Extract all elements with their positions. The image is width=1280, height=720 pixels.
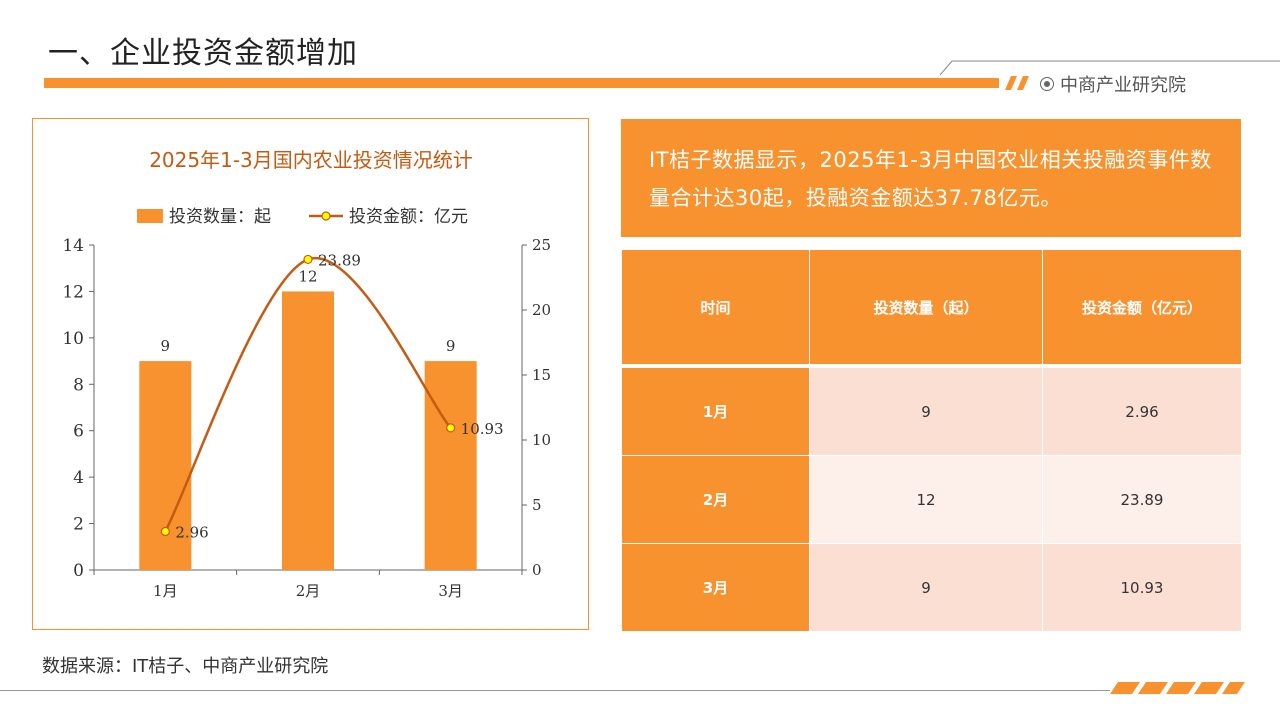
y-left-tick-label: 8 xyxy=(73,375,84,395)
cell-month: 3月 xyxy=(621,543,810,632)
y-right-tick-label: 25 xyxy=(532,236,551,254)
cell-month: 2月 xyxy=(621,455,810,544)
line-data-label: 2.96 xyxy=(175,524,208,542)
table-header-row: 时间 投资数量（起） 投资金额（亿元） xyxy=(621,249,1242,365)
header-time: 时间 xyxy=(621,249,810,365)
bar-data-label: 12 xyxy=(298,267,317,285)
line-point xyxy=(160,526,170,537)
y-right-tick-label: 10 xyxy=(532,431,551,449)
y-left-tick-label: 4 xyxy=(73,468,84,488)
target-icon xyxy=(1040,77,1054,91)
brand-label: 中商产业研究院 xyxy=(1040,70,1186,98)
bar xyxy=(282,291,334,570)
brand-name: 中商产业研究院 xyxy=(1060,75,1186,96)
cell-count: 9 xyxy=(809,367,1043,456)
legend-swatch-marker xyxy=(321,211,331,221)
line-data-label: 10.93 xyxy=(461,420,504,438)
y-left-tick-label: 10 xyxy=(62,329,84,349)
x-tick-label: 1月 xyxy=(153,582,178,600)
legend-label-bar: 投资数量：起 xyxy=(169,207,271,227)
table-row: 3月 9 10.93 xyxy=(621,543,1242,632)
y-left-tick-label: 12 xyxy=(62,282,84,302)
chart-panel: 2025年1-3月国内农业投资情况统计投资数量：起 投资金额：亿元 0 2 4 6 8 10 1… xyxy=(32,118,589,630)
line-data-label: 23.89 xyxy=(318,251,361,269)
bar-data-label: 9 xyxy=(446,337,456,355)
cell-amount: 2.96 xyxy=(1042,367,1242,456)
title-stripes xyxy=(1005,76,1029,90)
legend-label-line: 投资金额：亿元 xyxy=(349,207,468,227)
page-title: 一、企业投资金额增加 xyxy=(48,36,358,71)
x-tick-label: 2月 xyxy=(296,582,321,600)
line-point xyxy=(446,423,456,433)
footer-stripes xyxy=(1110,682,1245,694)
table-row: 2月 12 23.89 xyxy=(621,455,1242,544)
bar xyxy=(424,361,477,570)
legend-swatch-bar xyxy=(137,209,163,223)
header-rule xyxy=(940,60,1280,76)
line-point xyxy=(303,254,313,265)
table-row: 1月 9 2.96 xyxy=(621,367,1242,456)
summary-box: IT桔子数据显示，2025年1-3月中国农业相关投融资事件数量合计达30起，投融… xyxy=(621,119,1241,237)
y-left-tick-label: 14 xyxy=(62,236,84,256)
y-right-tick-label: 20 xyxy=(532,301,551,319)
y-left-tick-label: 6 xyxy=(73,422,84,442)
cell-count: 9 xyxy=(809,543,1043,632)
chart-title: 2025年1-3月国内农业投资情况统计 xyxy=(149,148,473,172)
y-left-tick-label: 2 xyxy=(73,515,84,535)
cell-count: 12 xyxy=(809,455,1043,544)
cell-amount: 10.93 xyxy=(1042,543,1242,632)
cell-amount: 23.89 xyxy=(1042,455,1242,544)
cell-month: 1月 xyxy=(621,367,810,456)
x-tick-label: 3月 xyxy=(438,582,463,600)
header-amount: 投资金额（亿元） xyxy=(1042,249,1242,365)
y-right-tick-label: 15 xyxy=(532,366,551,384)
source-note: 数据来源：IT桔子、中商产业研究院 xyxy=(42,656,329,677)
bar-data-label: 9 xyxy=(161,337,171,355)
data-table: 时间 投资数量（起） 投资金额（亿元） 1月 9 2.96 2月 12 23.8… xyxy=(621,249,1242,632)
footer-rule xyxy=(0,690,1110,691)
y-right-tick-label: 0 xyxy=(532,561,542,579)
y-right-tick-label: 5 xyxy=(532,496,542,514)
header-count: 投资数量（起） xyxy=(809,249,1043,365)
y-left-tick-label: 0 xyxy=(73,561,84,581)
title-underline-bar xyxy=(44,78,999,88)
